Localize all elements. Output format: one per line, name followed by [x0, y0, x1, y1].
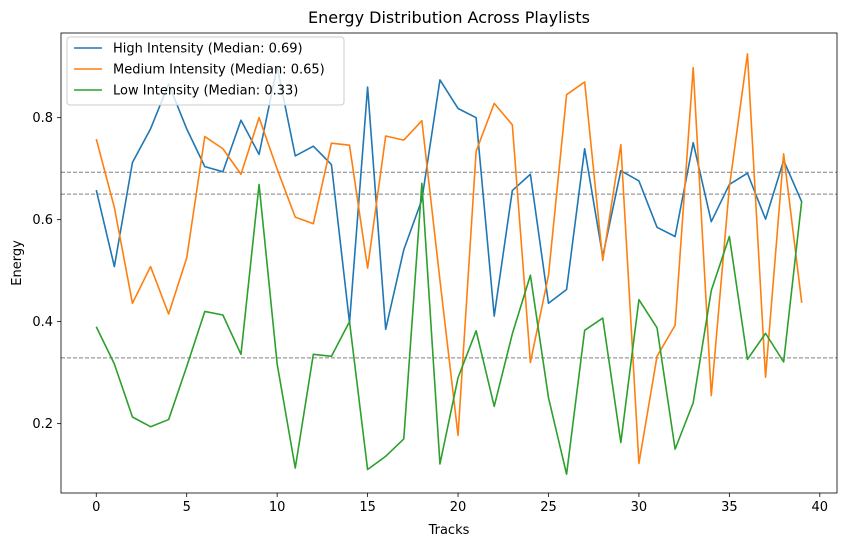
x-tick-label: 40	[812, 500, 829, 515]
x-axis-label: Tracks	[428, 523, 470, 538]
plot-frame	[60, 32, 838, 494]
legend-label-2: Low Intensity (Median: 0.33)	[113, 84, 298, 99]
x-tick-label: 0	[92, 500, 100, 515]
x-tick-label: 30	[631, 500, 648, 515]
y-tick-label: 0.6	[32, 213, 53, 228]
legend-label-0: High Intensity (Median: 0.69)	[113, 42, 303, 57]
legend: High Intensity (Median: 0.69) Medium Inte…	[66, 36, 345, 106]
x-tick-label: 25	[540, 500, 557, 515]
x-tick-label: 5	[183, 500, 191, 515]
y-axis-label: Energy	[10, 240, 25, 286]
x-axis-ticks: 0 5 10 15 20 25 30 35 40	[92, 493, 828, 515]
y-tick-label: 0.8	[32, 111, 53, 126]
y-tick-label: 0.2	[32, 417, 53, 432]
series-line-1	[95, 53, 803, 465]
legend-box	[66, 36, 345, 106]
x-tick-label: 20	[450, 500, 467, 515]
plot-area	[61, 33, 837, 493]
chart-title: Energy Distribution Across Playlists	[308, 8, 590, 27]
y-axis-ticks: 0.2 0.4 0.6 0.8	[32, 111, 61, 432]
series-lines	[95, 53, 803, 475]
y-tick-label: 0.4	[32, 315, 53, 330]
legend-label-1: Medium Intensity (Median: 0.65)	[113, 63, 325, 78]
x-tick-label: 10	[269, 500, 286, 515]
series-line-2	[95, 182, 803, 475]
x-tick-label: 35	[721, 500, 738, 515]
x-tick-label: 15	[359, 500, 376, 515]
